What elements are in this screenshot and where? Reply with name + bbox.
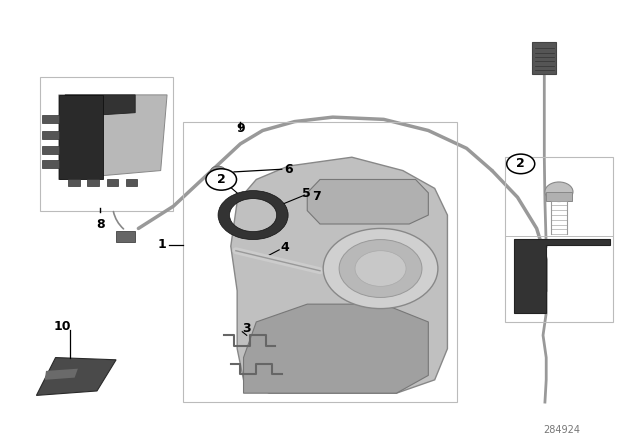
Polygon shape xyxy=(244,304,428,393)
Polygon shape xyxy=(231,157,447,393)
Text: 3: 3 xyxy=(243,322,251,335)
Circle shape xyxy=(507,154,535,174)
Polygon shape xyxy=(515,238,610,313)
Polygon shape xyxy=(59,95,167,180)
Polygon shape xyxy=(45,369,78,380)
Circle shape xyxy=(355,251,406,286)
Polygon shape xyxy=(36,358,116,396)
Text: 6: 6 xyxy=(284,163,292,176)
FancyBboxPatch shape xyxy=(42,116,59,123)
FancyBboxPatch shape xyxy=(125,180,137,186)
FancyBboxPatch shape xyxy=(42,146,59,154)
Circle shape xyxy=(206,169,237,190)
Text: 284924: 284924 xyxy=(543,426,580,435)
FancyBboxPatch shape xyxy=(42,160,59,168)
Text: 10: 10 xyxy=(53,320,70,333)
Text: 4: 4 xyxy=(280,241,289,254)
FancyBboxPatch shape xyxy=(68,180,80,186)
FancyBboxPatch shape xyxy=(532,43,556,74)
Text: 2: 2 xyxy=(516,157,525,170)
Polygon shape xyxy=(65,95,135,117)
Text: 5: 5 xyxy=(301,187,310,200)
FancyBboxPatch shape xyxy=(88,180,99,186)
Text: 9: 9 xyxy=(236,122,244,135)
FancyBboxPatch shape xyxy=(116,231,135,242)
Circle shape xyxy=(211,166,226,177)
Text: 2: 2 xyxy=(217,173,226,186)
Text: 7: 7 xyxy=(312,190,321,203)
Wedge shape xyxy=(218,190,288,240)
Circle shape xyxy=(545,182,573,202)
Text: 8: 8 xyxy=(96,217,104,231)
Polygon shape xyxy=(59,95,103,180)
FancyBboxPatch shape xyxy=(106,180,118,186)
FancyBboxPatch shape xyxy=(546,192,572,201)
Circle shape xyxy=(323,228,438,309)
Polygon shape xyxy=(307,180,428,224)
Circle shape xyxy=(339,240,422,297)
Text: 1: 1 xyxy=(157,238,166,251)
FancyBboxPatch shape xyxy=(42,130,59,138)
